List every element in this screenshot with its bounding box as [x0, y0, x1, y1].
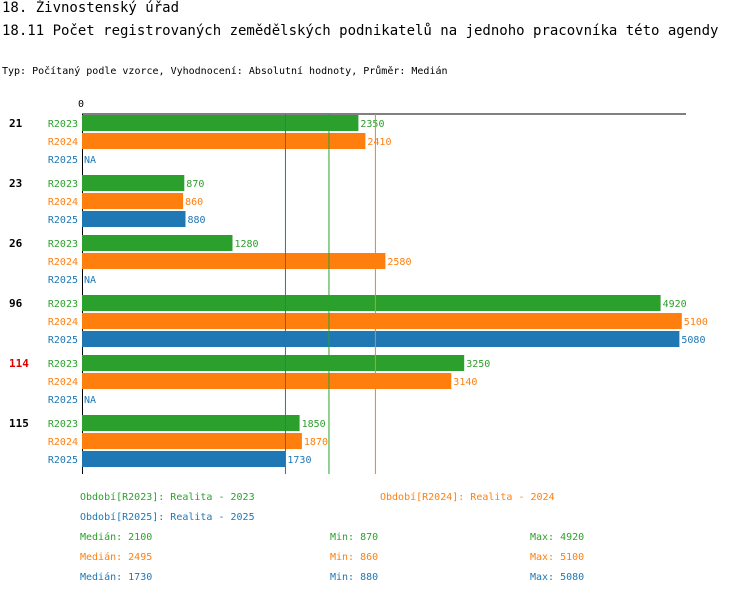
category-label: 115 — [9, 417, 29, 430]
legend-entry: Období[R2024]: Realita - 2024 — [380, 491, 555, 503]
series-row-label: R2023 — [48, 119, 78, 130]
bar-r2023-26 — [82, 235, 233, 251]
stat-median: Medián: 2100 — [80, 531, 152, 543]
data-label: 2350 — [360, 119, 384, 130]
category-label: 26 — [9, 237, 23, 250]
data-label: 860 — [185, 197, 203, 208]
bar-r2024-114 — [82, 373, 452, 389]
series-row-label: R2025 — [48, 455, 78, 466]
series-row-label: R2024 — [48, 137, 78, 148]
bar-r2024-23 — [82, 193, 184, 209]
bar-r2023-21 — [82, 115, 359, 131]
bar-r2025-115 — [82, 451, 286, 467]
bar-r2023-115 — [82, 415, 300, 431]
data-label: 880 — [188, 215, 206, 226]
series-row-label: R2025 — [48, 155, 78, 166]
category-label: 23 — [9, 177, 22, 190]
series-row-label: R2024 — [48, 377, 78, 388]
bar-r2024-21 — [82, 133, 366, 149]
bar-r2023-114 — [82, 355, 465, 371]
category-label: 21 — [9, 117, 23, 130]
category-label: 96 — [9, 297, 23, 310]
series-row-label: R2024 — [48, 197, 78, 208]
data-label: 5080 — [681, 335, 705, 346]
series-row-label: R2023 — [48, 299, 78, 310]
stat-median: Medián: 2495 — [80, 551, 152, 563]
stat-max: Max: 5100 — [530, 552, 584, 563]
series-row-label: R2024 — [48, 437, 78, 448]
data-label: 4920 — [663, 299, 687, 310]
legend-entry: Období[R2025]: Realita - 2025 — [80, 511, 255, 523]
data-label: 2580 — [387, 257, 411, 268]
stat-min: Min: 880 — [330, 572, 378, 583]
bar-r2023-96 — [82, 295, 661, 311]
stat-min: Min: 870 — [330, 532, 378, 543]
bar-r2025-23 — [82, 211, 186, 227]
bar-r2023-23 — [82, 175, 185, 191]
data-label: 3250 — [466, 359, 490, 370]
stat-max: Max: 5080 — [530, 572, 584, 583]
data-label: 2410 — [367, 137, 391, 148]
bar-r2025-96 — [82, 331, 680, 347]
bar-r2024-96 — [82, 313, 682, 329]
series-row-label: R2024 — [48, 257, 78, 268]
data-label: 870 — [186, 179, 204, 190]
stat-max: Max: 4920 — [530, 532, 584, 543]
series-row-label: R2025 — [48, 335, 78, 346]
na-label: NA — [84, 155, 96, 166]
stat-min: Min: 860 — [330, 552, 378, 563]
data-label: 1730 — [287, 455, 311, 466]
series-row-label: R2023 — [48, 419, 78, 430]
legend-entry: Období[R2023]: Realita - 2023 — [80, 491, 255, 503]
axis-zero-label: 0 — [78, 99, 84, 110]
data-label: 1280 — [235, 239, 259, 250]
series-row-label: R2024 — [48, 317, 78, 328]
data-label: 3140 — [453, 377, 477, 388]
data-label: 1870 — [304, 437, 328, 448]
series-row-label: R2025 — [48, 275, 78, 286]
series-row-label: R2023 — [48, 239, 78, 250]
na-label: NA — [84, 395, 96, 406]
data-label: 5100 — [684, 317, 708, 328]
chart-title: 18.11 Počet registrovaných zemědělských … — [2, 23, 719, 39]
bar-r2024-115 — [82, 433, 302, 449]
series-row-label: R2023 — [48, 179, 78, 190]
series-row-label: R2023 — [48, 359, 78, 370]
na-label: NA — [84, 275, 96, 286]
series-row-label: R2025 — [48, 215, 78, 226]
stat-median: Medián: 1730 — [80, 571, 152, 583]
chart-subtitle: Typ: Počítaný podle vzorce, Vyhodnocení:… — [2, 66, 448, 77]
section-title: 18. Živnostenský úřad — [2, 0, 180, 16]
data-label: 1850 — [302, 419, 326, 430]
bar-r2024-26 — [82, 253, 386, 269]
category-label: 114 — [9, 357, 29, 370]
series-row-label: R2025 — [48, 395, 78, 406]
